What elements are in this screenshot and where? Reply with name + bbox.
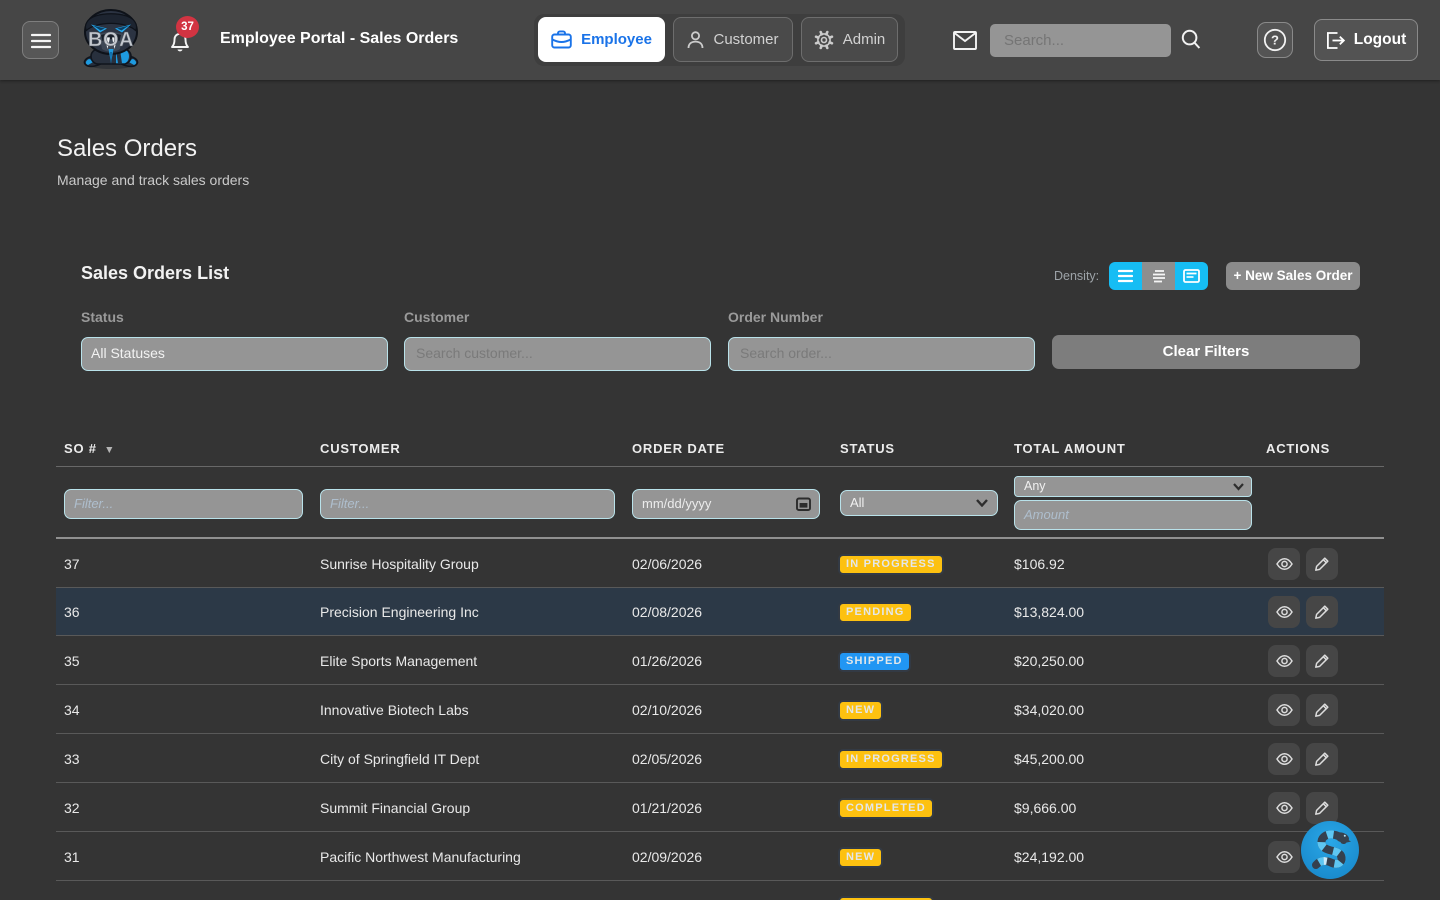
svg-text:BOA: BOA xyxy=(88,29,134,51)
svg-text:?: ? xyxy=(1271,33,1279,48)
